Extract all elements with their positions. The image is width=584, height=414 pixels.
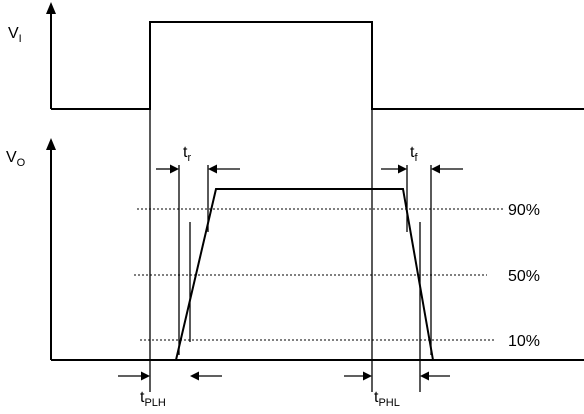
level-50-label: 50% xyxy=(508,268,540,285)
vo-label: VO xyxy=(6,149,26,169)
vo-axis xyxy=(46,138,56,360)
tf-label: tf xyxy=(410,144,418,164)
tf-arrows xyxy=(381,164,463,174)
tplh-arrows xyxy=(118,371,222,381)
vi-label: VI xyxy=(8,25,22,45)
tr-label: tr xyxy=(183,144,191,164)
vi-waveform xyxy=(51,21,584,110)
level-10-label: 10% xyxy=(508,333,540,350)
tplh-label: tPLH xyxy=(140,389,166,409)
tphl-label: tPHL xyxy=(374,389,400,409)
tphl-arrows xyxy=(344,371,450,381)
tr-arrows xyxy=(156,164,240,174)
vi-axis xyxy=(46,2,56,109)
level-90-label: 90% xyxy=(508,202,540,219)
